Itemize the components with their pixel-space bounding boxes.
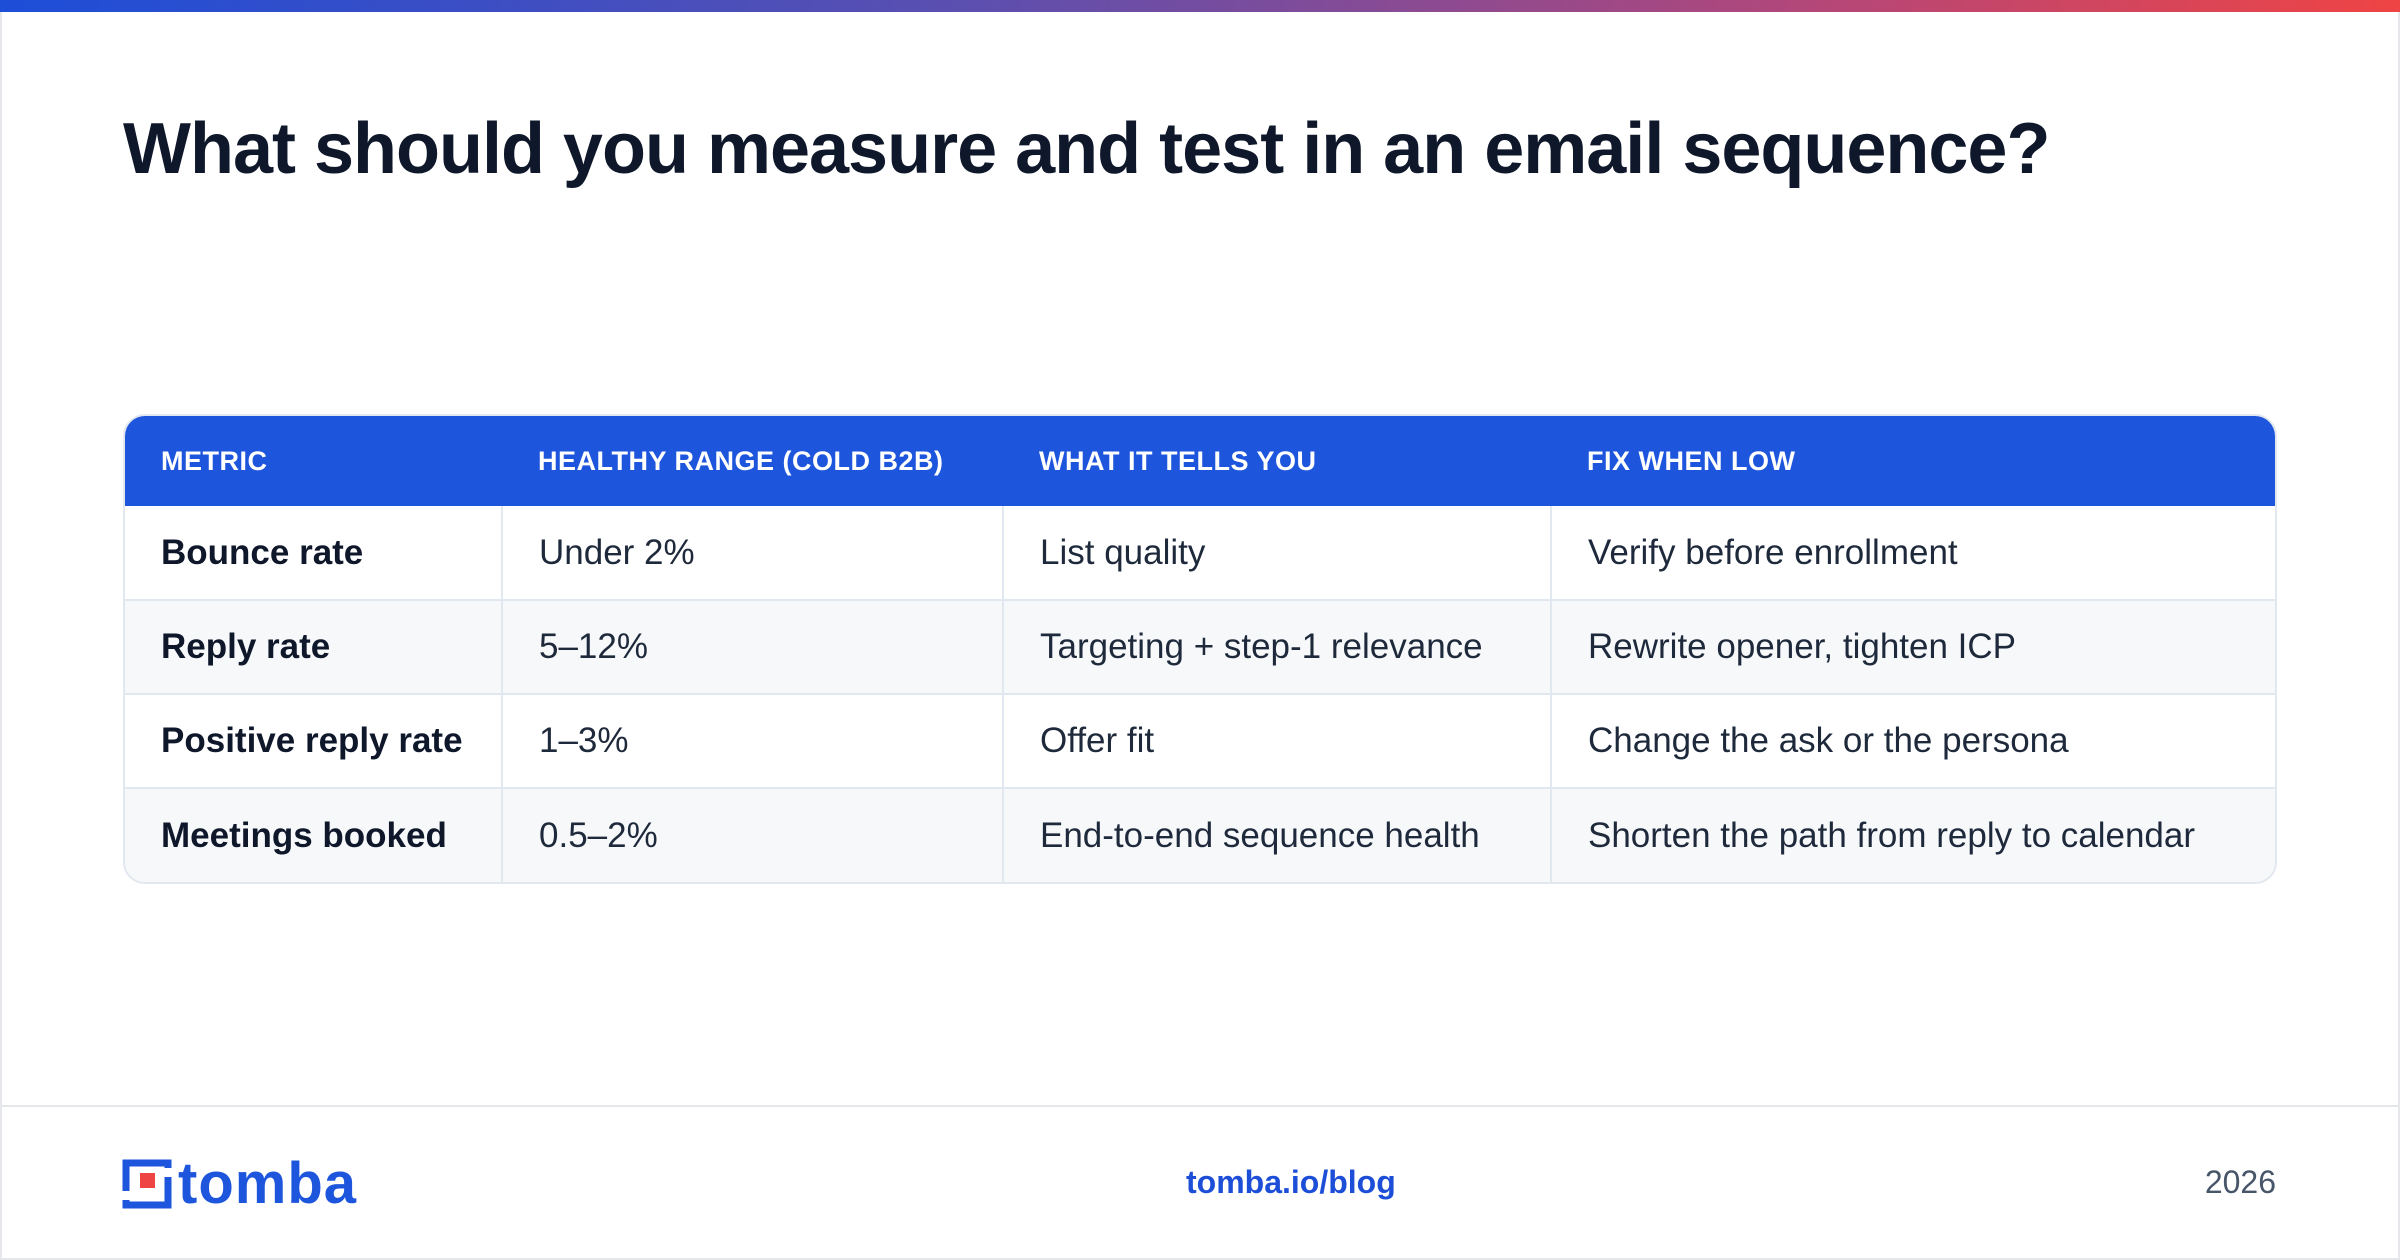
metric-cell: Positive reply rate: [125, 693, 502, 788]
footer-year: 2026: [2204, 1164, 2276, 1200]
footer-divider: [0, 1105, 2400, 1107]
fix-cell: Change the ask or the persona: [1550, 693, 2275, 788]
table-header-row: METRIC HEALTHY RANGE (COLD B2B) WHAT IT …: [125, 416, 2275, 506]
column-header-metric: METRIC: [161, 445, 268, 476]
meaning-cell: End-to-end sequence health: [1002, 787, 1551, 882]
blog-link[interactable]: tomba.io/blog: [1186, 1164, 1396, 1200]
healthy-range-cell: 5–12%: [501, 599, 1003, 694]
table-row: Meetings booked 0.5–2% End-to-end sequen…: [125, 787, 2275, 882]
metric-cell: Bounce rate: [161, 532, 364, 572]
tomba-logo[interactable]: tomba: [122, 1151, 357, 1216]
metric-cell: Reply rate: [125, 599, 502, 694]
table-row: Positive reply rate 1–3% Offer fit Chang…: [125, 693, 2275, 788]
meaning-cell: List quality: [1002, 506, 1551, 600]
metrics-table: METRIC HEALTHY RANGE (COLD B2B) WHAT IT …: [123, 414, 2277, 884]
page-title: What should you measure and test in an e…: [123, 109, 2050, 189]
brand-name: tomba: [178, 1151, 357, 1216]
meaning-cell: Offer fit: [1002, 693, 1551, 788]
healthy-range-cell: 1–3%: [501, 693, 1003, 788]
table-row: Bounce rate Under 2% List quality Verify…: [125, 506, 2275, 600]
meaning-cell: Targeting + step-1 relevance: [1002, 599, 1551, 694]
metric-cell: Meetings booked: [125, 787, 502, 882]
column-header-fix-when-low: FIX WHEN LOW: [1587, 445, 1796, 476]
gradient-top-bar: [0, 0, 2400, 12]
column-header-what-it-tells-you: WHAT IT TELLS YOU: [1039, 445, 1317, 476]
fix-cell: Shorten the path from reply to calendar: [1550, 787, 2275, 882]
column-header-healthy-range: HEALTHY RANGE (COLD B2B): [538, 445, 944, 476]
tomba-logo-icon: [122, 1159, 172, 1209]
fix-cell: Rewrite opener, tighten ICP: [1550, 599, 2275, 694]
table-row: Reply rate 5–12% Targeting + step-1 rele…: [125, 599, 2275, 694]
healthy-range-cell: 0.5–2%: [501, 787, 1003, 882]
healthy-range-cell: Under 2%: [501, 506, 1003, 600]
fix-cell: Verify before enrollment: [1550, 506, 2275, 600]
